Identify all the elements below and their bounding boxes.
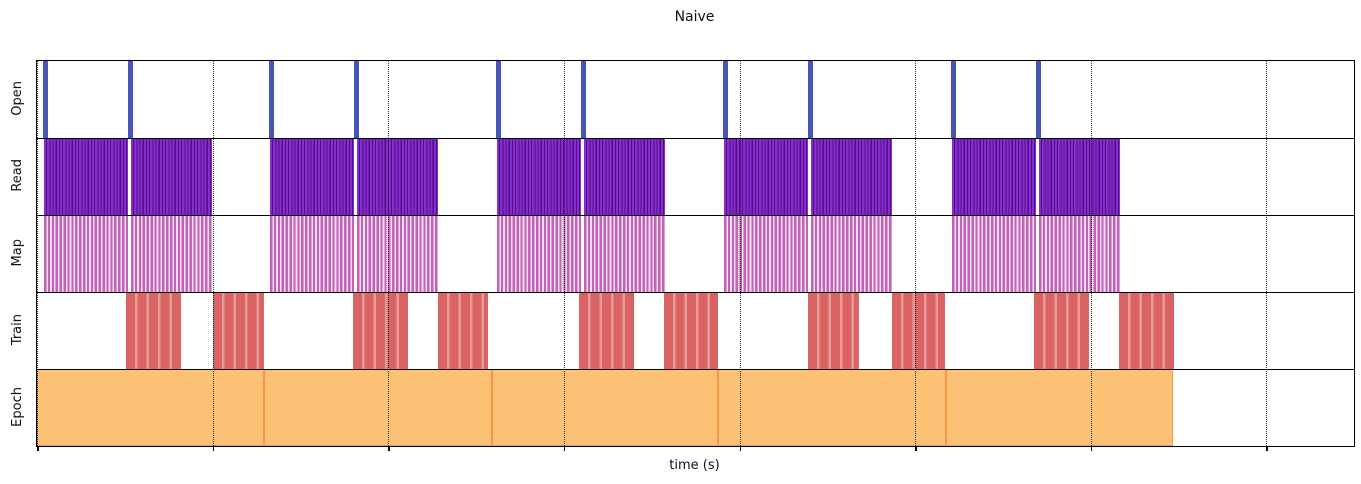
track-divider bbox=[37, 138, 1354, 140]
train-bar bbox=[438, 292, 488, 369]
gridline bbox=[739, 61, 741, 446]
x-axis-tick bbox=[212, 446, 215, 451]
train-bar bbox=[808, 292, 859, 369]
x-axis-tick bbox=[563, 446, 566, 451]
map-bar bbox=[131, 215, 212, 292]
track-label: Epoch bbox=[9, 386, 25, 427]
train-bar bbox=[126, 292, 181, 369]
open-bar bbox=[581, 61, 586, 138]
y-axis-label-read: Read bbox=[2, 137, 32, 214]
epoch-bar bbox=[718, 369, 946, 446]
gridline bbox=[1266, 61, 1268, 446]
y-axis-label-train: Train bbox=[2, 291, 32, 368]
map-bar bbox=[270, 215, 354, 292]
read-bar bbox=[1039, 138, 1120, 215]
open-bar bbox=[269, 61, 274, 138]
read-bar bbox=[584, 138, 665, 215]
epoch-bar bbox=[37, 369, 264, 446]
read-bar bbox=[724, 138, 808, 215]
read-bar bbox=[952, 138, 1036, 215]
gridline bbox=[37, 61, 38, 446]
open-bar bbox=[1036, 61, 1041, 138]
map-bar bbox=[952, 215, 1036, 292]
chart-title: Naive bbox=[674, 9, 715, 25]
open-bar bbox=[128, 61, 133, 138]
y-axis-label-map: Map bbox=[2, 214, 32, 291]
map-bar bbox=[497, 215, 581, 292]
gridline bbox=[915, 61, 917, 446]
track-label: Open bbox=[9, 81, 25, 116]
train-bar bbox=[1034, 292, 1089, 369]
train-bar bbox=[892, 292, 945, 369]
open-bar bbox=[354, 61, 359, 138]
x-axis-tick bbox=[37, 446, 39, 451]
read-bar bbox=[811, 138, 892, 215]
map-bar bbox=[811, 215, 892, 292]
train-bar bbox=[579, 292, 634, 369]
read-bar bbox=[270, 138, 354, 215]
read-bar bbox=[497, 138, 581, 215]
open-bar bbox=[43, 61, 48, 138]
x-axis-tick bbox=[388, 446, 390, 451]
read-bar bbox=[357, 138, 438, 215]
track-label: Map bbox=[9, 238, 25, 267]
epoch-bar bbox=[492, 369, 718, 446]
plot-area bbox=[36, 60, 1355, 451]
x-axis-tick bbox=[915, 446, 917, 451]
track-divider bbox=[37, 292, 1354, 294]
read-bar bbox=[131, 138, 212, 215]
read-bar bbox=[44, 138, 128, 215]
gridline bbox=[388, 61, 390, 446]
track-divider bbox=[37, 369, 1354, 371]
map-bar bbox=[357, 215, 438, 292]
epoch-bar bbox=[264, 369, 492, 446]
track-label: Train bbox=[9, 313, 25, 346]
map-bar bbox=[584, 215, 665, 292]
track-label: Read bbox=[9, 159, 25, 192]
train-bar bbox=[1119, 292, 1174, 369]
train-bar bbox=[213, 292, 264, 369]
map-bar bbox=[724, 215, 808, 292]
x-axis-tick bbox=[739, 446, 741, 451]
train-bar bbox=[664, 292, 718, 369]
gridline bbox=[1090, 61, 1092, 446]
y-axis-label-open: Open bbox=[2, 60, 32, 137]
train-bar bbox=[353, 292, 408, 369]
x-axis-tick bbox=[1266, 446, 1268, 451]
epoch-bar bbox=[946, 369, 1173, 446]
gridline bbox=[563, 61, 565, 446]
gridline bbox=[212, 61, 214, 446]
open-bar bbox=[496, 61, 501, 138]
open-bar bbox=[723, 61, 728, 138]
track-divider bbox=[37, 215, 1354, 217]
x-axis-tick bbox=[1090, 446, 1093, 451]
open-bar bbox=[951, 61, 956, 138]
open-bar bbox=[808, 61, 813, 138]
x-axis-label: time (s) bbox=[669, 458, 720, 473]
y-axis-label-epoch: Epoch bbox=[2, 368, 32, 445]
map-bar bbox=[44, 215, 128, 292]
map-bar bbox=[1039, 215, 1120, 292]
